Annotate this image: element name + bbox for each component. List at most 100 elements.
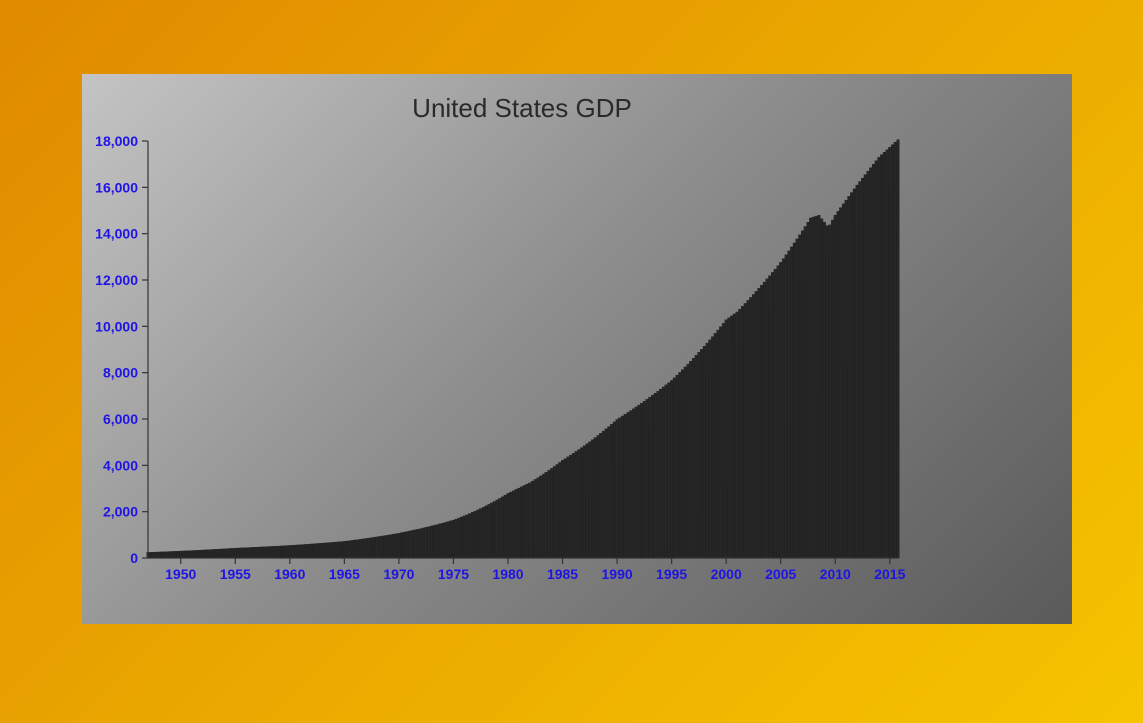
- bar: [220, 548, 224, 559]
- bar: [503, 494, 507, 559]
- bar: [855, 184, 859, 559]
- bar: [386, 534, 390, 559]
- bar: [610, 424, 614, 559]
- bar: [591, 439, 595, 559]
- chart-title: United States GDP: [412, 93, 632, 123]
- bar: [626, 412, 630, 559]
- bar: [173, 551, 177, 559]
- bar: [880, 154, 884, 559]
- bar: [582, 445, 586, 559]
- bar: [449, 520, 453, 559]
- bar: [244, 547, 248, 559]
- bar: [893, 141, 897, 559]
- bar: [301, 544, 305, 559]
- bar: [490, 502, 494, 559]
- bar: [492, 501, 496, 559]
- bar: [746, 300, 750, 559]
- bar: [678, 372, 682, 559]
- bar: [506, 493, 510, 559]
- bar: [896, 139, 900, 559]
- bar: [738, 308, 742, 559]
- bar: [304, 544, 308, 559]
- bar-group: [146, 139, 900, 559]
- bar: [577, 449, 581, 559]
- bar: [552, 466, 556, 559]
- bar: [599, 433, 603, 559]
- x-tick-label: 1960: [274, 566, 305, 582]
- bar: [397, 532, 401, 559]
- bar: [809, 217, 813, 559]
- bar: [563, 458, 567, 559]
- bar: [460, 516, 464, 559]
- bar: [468, 513, 472, 559]
- bar: [225, 548, 229, 559]
- bar: [160, 551, 164, 559]
- bar: [776, 265, 780, 559]
- y-tick-label: 0: [130, 550, 138, 566]
- bar: [514, 489, 518, 559]
- bar: [533, 479, 537, 559]
- bar: [337, 541, 341, 559]
- bar: [400, 532, 404, 559]
- bar: [623, 414, 627, 559]
- bar: [375, 536, 379, 559]
- bar: [831, 219, 835, 559]
- bar: [700, 349, 704, 559]
- x-axis: 1950 1955 1960 1965 1970 1975 1980 1985 1990 1995…: [165, 558, 906, 582]
- bar: [667, 382, 671, 559]
- bar: [351, 540, 355, 559]
- bar: [689, 361, 693, 559]
- bar: [861, 177, 865, 559]
- bar: [877, 157, 881, 559]
- bar: [885, 149, 889, 559]
- bar: [547, 470, 551, 559]
- bar: [618, 417, 622, 559]
- bar: [236, 547, 240, 559]
- bar: [291, 545, 295, 559]
- bar: [787, 250, 791, 559]
- bar: [795, 238, 799, 559]
- bar: [825, 225, 829, 559]
- x-tick-label: 1965: [329, 566, 360, 582]
- y-tick-label: 6,000: [103, 411, 138, 427]
- bar: [381, 535, 385, 559]
- bar: [329, 542, 333, 559]
- bar: [833, 214, 837, 559]
- bar: [822, 221, 826, 559]
- bar: [811, 216, 815, 559]
- bar: [258, 546, 262, 559]
- bar: [203, 549, 207, 559]
- bar: [165, 551, 169, 559]
- bar: [282, 545, 286, 559]
- bar: [869, 167, 873, 559]
- chart-svg: United States GDP 0 2,000 4,000 6,000 8,000 1…: [95, 93, 906, 582]
- bar: [391, 533, 395, 559]
- bar: [280, 545, 284, 559]
- bar: [732, 313, 736, 559]
- y-tick-label: 8,000: [103, 365, 138, 381]
- bar: [495, 499, 499, 559]
- y-axis: 0 2,000 4,000 6,000 8,000 10,000 12,000 14,000 1…: [95, 133, 148, 566]
- bar: [670, 380, 674, 559]
- bar: [814, 215, 818, 559]
- bar: [250, 547, 254, 559]
- bar: [405, 531, 409, 559]
- x-tick-label: 1985: [547, 566, 578, 582]
- bar: [462, 515, 466, 559]
- bar: [866, 170, 870, 559]
- bar: [555, 464, 559, 559]
- bar: [269, 546, 273, 559]
- bar: [201, 549, 205, 559]
- bar: [465, 514, 469, 559]
- x-tick-label: 1955: [220, 566, 251, 582]
- bar: [157, 551, 161, 559]
- bar: [484, 505, 488, 559]
- bar: [621, 415, 625, 559]
- bar: [394, 533, 398, 559]
- bar: [751, 294, 755, 559]
- bar: [858, 181, 862, 559]
- bar: [653, 393, 657, 559]
- bar: [863, 174, 867, 559]
- bar: [441, 522, 445, 559]
- bar: [828, 224, 832, 559]
